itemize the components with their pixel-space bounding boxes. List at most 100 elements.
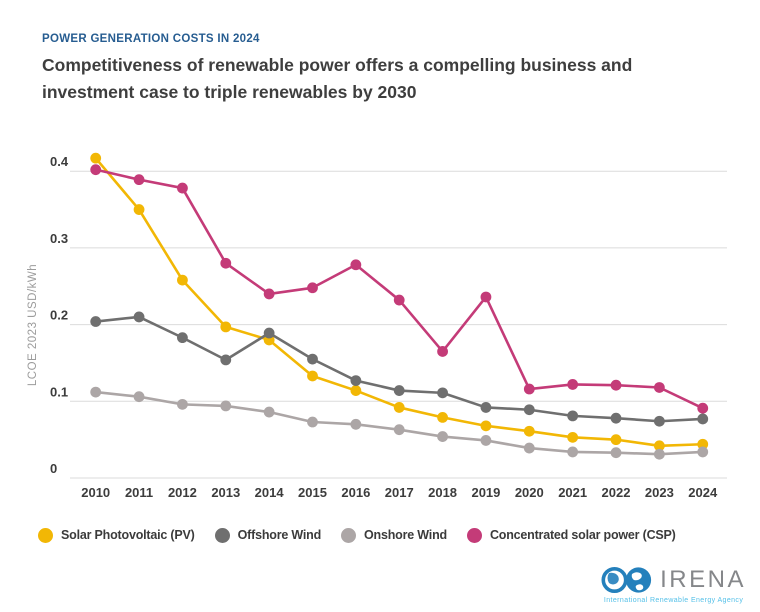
series-line-concentrated-solar-power-csp — [94, 168, 705, 410]
x-tick-label: 2017 — [385, 485, 414, 500]
data-point-concentrated-solar-power-csp-2019 — [480, 291, 492, 303]
x-tick-label: 2012 — [168, 485, 197, 500]
irena-logo: IRENA International Renewable Energy Age… — [601, 564, 746, 604]
legend-item-csp: Concentrated solar power (CSP) — [466, 527, 676, 543]
data-point-onshore-wind-2013 — [220, 400, 232, 412]
y-tick-label: 0.1 — [50, 384, 68, 399]
data-point-solar-photovoltaic-pv-2024 — [697, 438, 709, 450]
data-point-solar-photovoltaic-pv-2020 — [523, 425, 535, 437]
data-point-offshore-wind-2018 — [437, 387, 448, 399]
data-point-offshore-wind-2023 — [653, 415, 665, 427]
x-tick-label: 2019 — [471, 485, 500, 500]
data-point-offshore-wind-2016 — [350, 375, 362, 386]
page-title: Competitiveness of renewable power offer… — [42, 52, 732, 106]
data-point-onshore-wind-2018 — [437, 431, 448, 442]
data-point-solar-photovoltaic-pv-2015 — [307, 370, 318, 382]
data-point-offshore-wind-2020 — [523, 404, 535, 416]
legend-item-onshore-wind: Onshore Wind — [341, 527, 447, 543]
data-point-onshore-wind-2010 — [90, 386, 102, 398]
y-tick-label: 0.2 — [50, 308, 68, 323]
data-point-concentrated-solar-power-csp-2010 — [90, 164, 102, 176]
data-point-offshore-wind-2013 — [220, 354, 232, 366]
data-point-offshore-wind-2014 — [263, 327, 275, 339]
x-tick-label: 2014 — [255, 485, 285, 500]
data-point-concentrated-solar-power-csp-2014 — [263, 288, 275, 300]
data-point-solar-photovoltaic-pv-2012 — [177, 274, 188, 286]
data-point-concentrated-solar-power-csp-2017 — [393, 294, 405, 306]
x-tick-label: 2015 — [298, 485, 327, 500]
data-point-concentrated-solar-power-csp-2013 — [220, 257, 232, 269]
csp-dot-icon — [466, 527, 482, 543]
y-tick-label: 0.4 — [50, 154, 69, 169]
y-axis-title: LCOE 2023 USD/kWh — [27, 264, 39, 386]
x-tick-label: 2021 — [558, 485, 587, 500]
data-point-onshore-wind-2015 — [307, 416, 318, 428]
x-tick-label: 2013 — [211, 485, 240, 500]
data-point-solar-photovoltaic-pv-2013 — [220, 321, 232, 333]
title-line-1: Competitiveness of renewable power offer… — [42, 55, 633, 75]
data-point-onshore-wind-2020 — [523, 442, 535, 454]
data-point-offshore-wind-2012 — [177, 332, 188, 344]
data-point-solar-photovoltaic-pv-2011 — [133, 204, 145, 215]
offshore-wind-dot-icon — [214, 527, 230, 543]
data-point-onshore-wind-2023 — [653, 448, 665, 460]
irena-globes-icon — [601, 567, 652, 593]
onshore-wind-dot-icon — [341, 527, 357, 543]
x-tick-label: 2022 — [602, 485, 631, 500]
x-tick-label: 2023 — [645, 485, 674, 500]
y-tick-label: 0.3 — [50, 231, 68, 246]
solar-pv-dot-icon — [38, 527, 53, 543]
data-point-solar-photovoltaic-pv-2022 — [610, 434, 622, 446]
data-point-solar-photovoltaic-pv-2021 — [567, 431, 579, 443]
legend-label-csp: Concentrated solar power (CSP) — [489, 528, 676, 542]
data-point-concentrated-solar-power-csp-2012 — [177, 182, 188, 194]
data-point-onshore-wind-2012 — [177, 398, 188, 410]
data-point-concentrated-solar-power-csp-2024 — [697, 402, 709, 414]
data-point-offshore-wind-2021 — [567, 410, 579, 422]
data-point-concentrated-solar-power-csp-2015 — [307, 282, 318, 294]
data-point-solar-photovoltaic-pv-2017 — [393, 402, 405, 413]
data-point-offshore-wind-2019 — [480, 402, 492, 413]
data-point-concentrated-solar-power-csp-2018 — [437, 346, 448, 357]
x-tick-label: 2011 — [125, 485, 153, 500]
x-tick-label: 2020 — [515, 485, 544, 500]
data-point-concentrated-solar-power-csp-2020 — [523, 383, 535, 395]
data-point-onshore-wind-2014 — [263, 406, 275, 418]
data-point-onshore-wind-2021 — [567, 446, 579, 458]
data-point-concentrated-solar-power-csp-2016 — [350, 259, 362, 271]
data-point-offshore-wind-2015 — [307, 353, 318, 365]
data-point-offshore-wind-2010 — [90, 316, 102, 327]
x-tick-label: 2010 — [81, 485, 110, 500]
data-point-offshore-wind-2017 — [393, 385, 405, 396]
data-point-onshore-wind-2019 — [480, 435, 492, 446]
brand-tagline: International Renewable Energy Agency — [603, 597, 744, 604]
legend-item-offshore-wind: Offshore Wind — [214, 527, 322, 543]
data-point-onshore-wind-2024 — [697, 446, 709, 458]
brand-name: IRENA — [660, 566, 746, 593]
data-point-concentrated-solar-power-csp-2022 — [610, 379, 622, 391]
data-point-onshore-wind-2017 — [393, 424, 405, 436]
legend-label-solar-pv: Solar Photovoltaic (PV) — [61, 528, 195, 542]
data-point-solar-photovoltaic-pv-2018 — [437, 412, 448, 423]
x-tick-label: 2024 — [688, 485, 718, 500]
legend-item-solar-pv: Solar Photovoltaic (PV) — [38, 527, 195, 543]
data-point-offshore-wind-2022 — [610, 412, 622, 424]
data-point-concentrated-solar-power-csp-2011 — [133, 174, 145, 186]
data-point-solar-photovoltaic-pv-2016 — [350, 385, 362, 396]
data-point-onshore-wind-2016 — [350, 418, 362, 430]
data-point-onshore-wind-2011 — [133, 391, 145, 403]
data-point-concentrated-solar-power-csp-2023 — [653, 382, 665, 393]
x-tick-label: 2016 — [341, 485, 370, 500]
chart-legend: Solar Photovoltaic (PV) Offshore Wind On… — [38, 524, 738, 546]
legend-label-onshore-wind: Onshore Wind — [364, 528, 447, 542]
data-point-solar-photovoltaic-pv-2010 — [90, 152, 102, 164]
data-point-solar-photovoltaic-pv-2023 — [653, 440, 665, 452]
data-point-offshore-wind-2024 — [697, 413, 709, 425]
data-point-concentrated-solar-power-csp-2021 — [567, 379, 579, 390]
eyebrow-kicker: POWER GENERATION COSTS IN 2024 — [42, 33, 260, 45]
x-tick-label: 2018 — [428, 485, 457, 500]
legend-label-offshore-wind: Offshore Wind — [237, 528, 322, 542]
data-point-onshore-wind-2022 — [610, 447, 622, 459]
